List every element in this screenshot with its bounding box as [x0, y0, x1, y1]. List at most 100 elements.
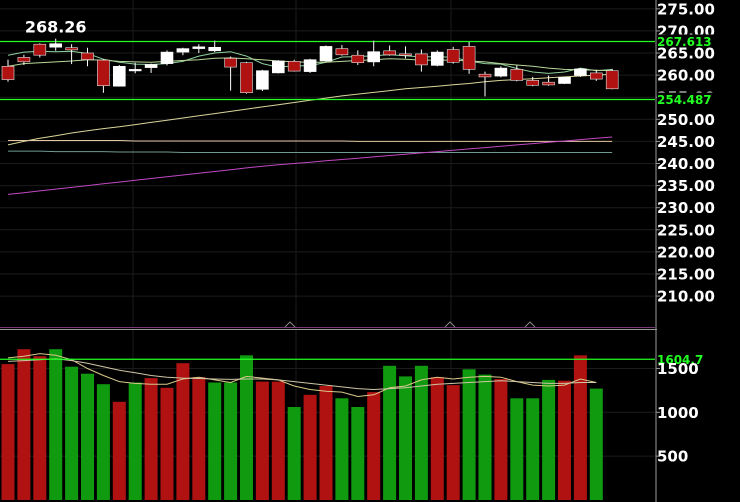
volume-bar — [65, 366, 79, 500]
candlestick-series — [1, 38, 619, 97]
candle-body — [351, 54, 365, 64]
price-tick-label: 245.00 — [657, 133, 715, 151]
candle-body — [383, 50, 396, 56]
candle-body — [430, 51, 444, 66]
volume-bar — [558, 380, 571, 500]
candle-body — [113, 66, 126, 87]
volume-tick-label: 1500 — [657, 360, 699, 378]
volume-bar — [399, 376, 412, 500]
candle-body — [574, 68, 587, 76]
volume-bar — [17, 349, 31, 500]
candle-body — [605, 70, 619, 90]
candle-body — [240, 62, 253, 94]
candle-body — [367, 51, 381, 63]
candle-body — [176, 48, 190, 53]
moving-average-line — [8, 140, 613, 142]
volume-tick-label: 1000 — [657, 404, 699, 422]
volume-bar — [96, 384, 110, 500]
volume-bar — [160, 387, 174, 500]
candle-body — [542, 81, 555, 86]
separator-marker — [284, 321, 296, 328]
candle-body — [462, 46, 476, 70]
candle-body — [494, 67, 508, 77]
separator-marker — [524, 321, 536, 328]
volume-bar — [367, 392, 381, 500]
price-annotations: 267.613 254.487 268.26 — [25, 18, 717, 107]
volume-bar — [462, 369, 476, 500]
volume-bar — [526, 398, 540, 500]
volume-moving-averages — [7, 353, 597, 398]
candle-body — [478, 73, 492, 78]
high-price-annotation: 268.26 — [25, 18, 87, 37]
price-tick-label: 260.00 — [657, 67, 715, 85]
volume-tick-label: 500 — [657, 448, 688, 466]
volume-bar — [351, 407, 365, 500]
volume-bar — [144, 378, 158, 500]
price-tick-label: 250.00 — [657, 111, 715, 129]
volume-moving-average-line — [7, 358, 597, 391]
volume-level-line: 1604.7 — [0, 352, 717, 367]
candle-body — [81, 52, 94, 60]
candle-body — [399, 53, 412, 56]
volume-bar — [478, 374, 492, 500]
volume-bar — [446, 385, 460, 500]
candle-body — [558, 77, 571, 84]
level-label: 254.487 — [657, 93, 712, 107]
candle-body — [319, 46, 333, 62]
separator-marker — [444, 321, 456, 328]
price-tick-label: 275.00 — [657, 0, 715, 18]
candle-body — [303, 59, 317, 72]
volume-bar — [414, 365, 428, 500]
candle-body — [17, 57, 31, 63]
volume-bar — [33, 356, 47, 500]
volume-bar — [128, 382, 142, 500]
volume-bar — [240, 355, 253, 500]
volume-bar — [303, 394, 317, 500]
candle-body — [65, 47, 78, 51]
volume-bar — [224, 382, 238, 500]
moving-average-line — [8, 150, 613, 153]
volume-bar — [319, 386, 333, 500]
volume-moving-average-line — [7, 353, 597, 398]
candle-body — [128, 69, 142, 72]
volume-bar — [208, 382, 222, 500]
level-label: 267.613 — [657, 35, 712, 49]
volume-bar — [589, 388, 603, 500]
candle-body — [49, 43, 63, 48]
candle-body — [271, 60, 285, 74]
volume-bar — [81, 373, 94, 500]
candle-body — [526, 80, 540, 86]
volume-bar — [192, 377, 206, 500]
volume-bar — [494, 379, 508, 500]
candle-body — [208, 46, 221, 52]
price-tick-label: 210.00 — [657, 288, 715, 306]
candle-body — [1, 66, 15, 80]
candle-body — [192, 46, 206, 49]
volume-bar — [542, 379, 556, 500]
price-tick-label: 240.00 — [657, 155, 715, 173]
candle-body — [335, 48, 349, 56]
price-tick-label: 215.00 — [657, 265, 715, 283]
candle-body — [287, 61, 301, 72]
volume-bar — [430, 377, 444, 500]
price-tick-label: 220.00 — [657, 243, 715, 261]
volume-bar — [335, 398, 349, 500]
volume-axis-ticks: 500 1000 1500 — [656, 360, 699, 466]
candle-body — [510, 69, 524, 81]
volume-bar — [287, 407, 301, 500]
level-label-background — [657, 34, 717, 48]
volume-level-label: 1604.7 — [657, 353, 703, 367]
price-tick-label: 235.00 — [657, 177, 715, 195]
candle-body — [589, 72, 603, 80]
volume-bar — [573, 355, 587, 500]
price-tick-label: 225.00 — [657, 221, 715, 239]
moving-average-line — [7, 136, 613, 195]
volume-bar — [112, 401, 126, 500]
price-tick-label: 265.00 — [657, 45, 715, 63]
volume-bar — [255, 381, 269, 500]
candle-body — [33, 43, 47, 56]
candle-body — [144, 64, 158, 68]
volume-bar — [1, 364, 15, 500]
candle-body — [97, 59, 110, 86]
